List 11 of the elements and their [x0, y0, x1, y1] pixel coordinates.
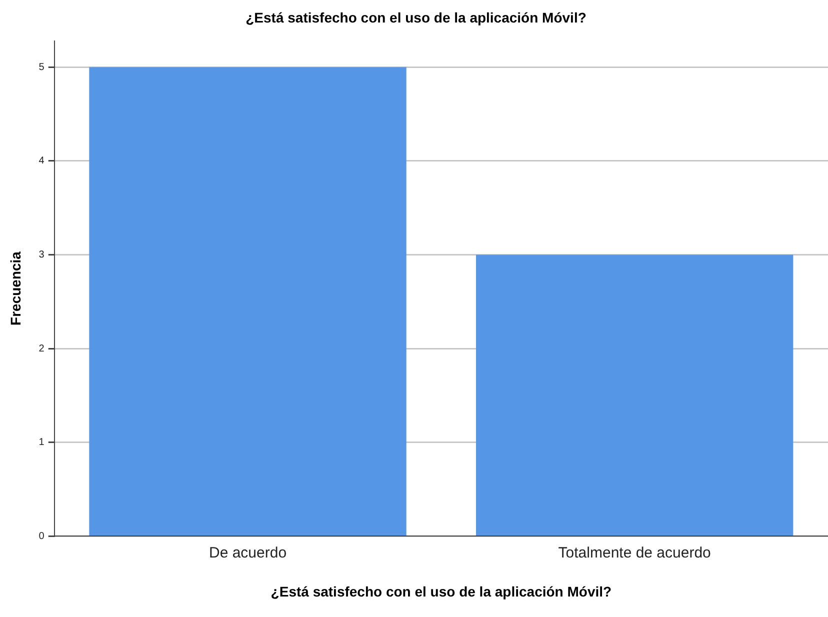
y-tick-label: 5: [38, 62, 45, 73]
x-tick-label: Totalmente de acuerdo: [558, 544, 711, 562]
chart-title: ¿Está satisfecho con el uso de la aplicación Móvil?: [246, 9, 586, 26]
x-axis-title: ¿Está satisfecho con el uso de la aplicación Móvil?: [270, 583, 612, 600]
y-tick-label: 0: [38, 530, 45, 542]
x-tick-label: De acuerdo: [208, 544, 287, 562]
y-tick-label: 4: [38, 156, 45, 167]
y-axis-title: Frecuencia: [7, 251, 24, 326]
y-tick-label: 3: [38, 249, 45, 260]
y-tick-label: 1: [38, 437, 45, 448]
y-tick-label: 2: [38, 343, 45, 354]
